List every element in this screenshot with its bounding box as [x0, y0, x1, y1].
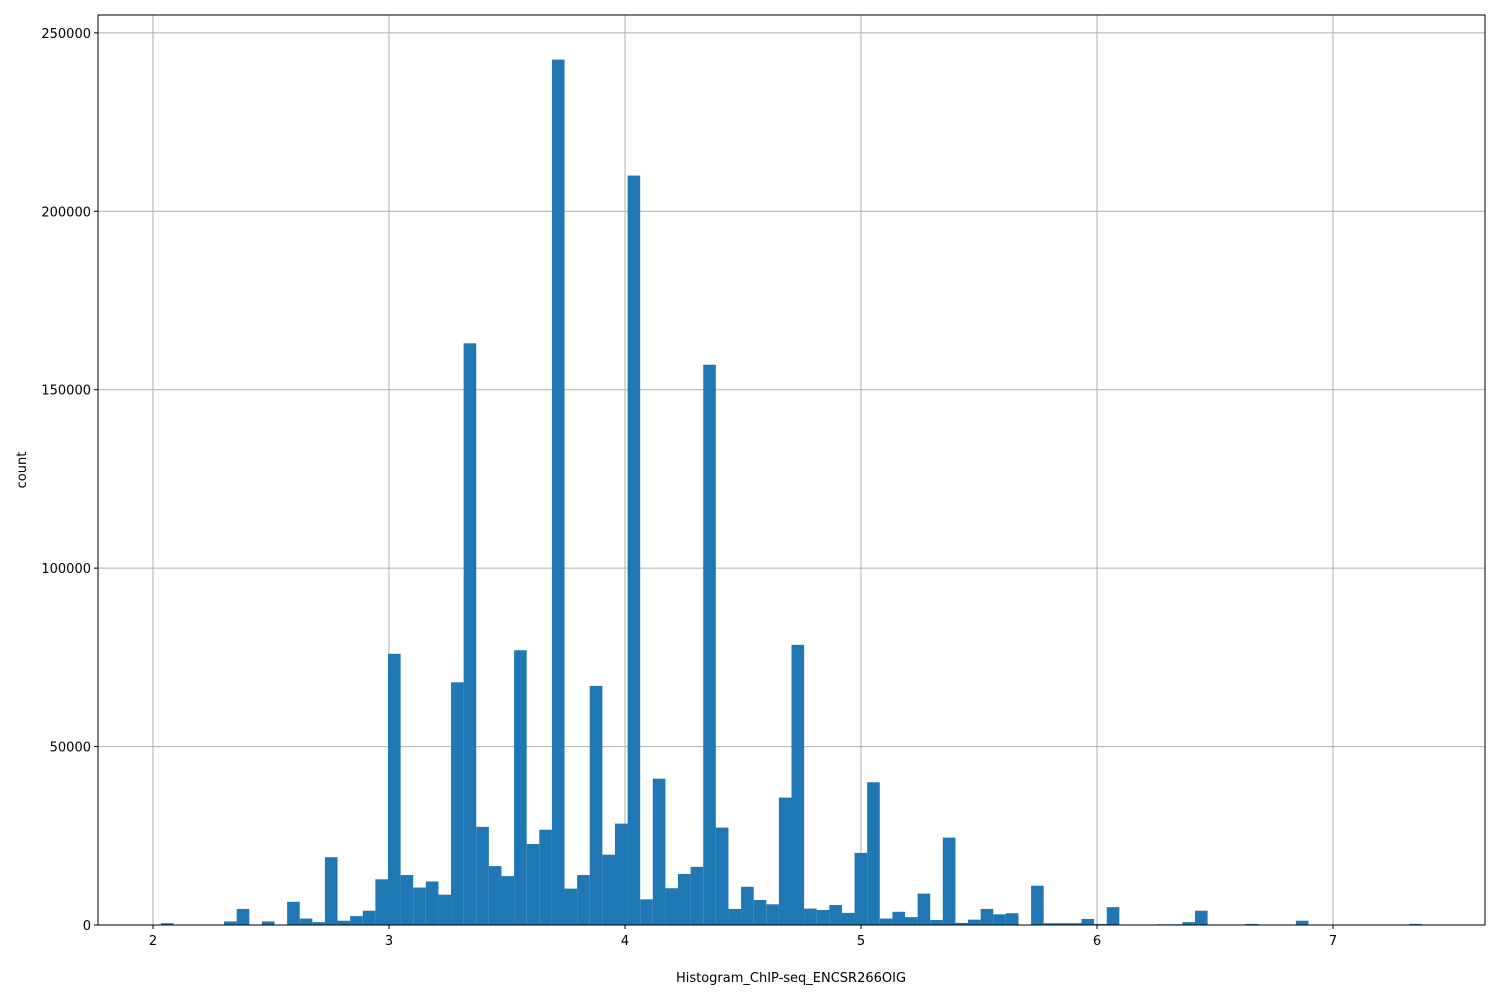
histogram-bar: [1182, 922, 1196, 925]
histogram-bar: [816, 910, 830, 925]
histogram-bar: [1245, 923, 1259, 925]
x-tick-label: 2: [149, 934, 157, 949]
histogram-bar: [892, 911, 905, 925]
histogram-bar: [614, 823, 628, 925]
axes-frame: [97, 14, 1486, 926]
y-tick-label: 50000: [50, 741, 91, 756]
histogram-bar: [350, 916, 363, 925]
histogram-bar: [841, 912, 855, 925]
histogram-bar: [829, 905, 842, 925]
histogram-bar: [955, 922, 969, 925]
histogram-bar: [539, 829, 552, 925]
histogram-bar: [1094, 923, 1107, 925]
y-tick-label: 0: [83, 919, 91, 934]
histogram-bar: [879, 918, 893, 925]
histogram-bar: [1081, 918, 1095, 925]
histogram-bar: [602, 854, 615, 925]
bars: [161, 59, 1422, 926]
histogram-bar: [690, 866, 704, 925]
histogram-bar: [375, 879, 388, 925]
histogram-bar: [413, 887, 426, 925]
histogram-bar: [526, 843, 540, 925]
histogram-bar: [993, 914, 1006, 925]
histogram-bar: [904, 917, 918, 925]
histogram-bar: [980, 908, 994, 925]
histogram-bar: [1031, 885, 1044, 925]
histogram-bar: [1106, 907, 1120, 925]
y-axis-label: count: [15, 452, 30, 489]
histogram-bar: [488, 866, 502, 925]
histogram-bar: [854, 852, 868, 925]
histogram-bar: [741, 886, 754, 925]
histogram-bar: [791, 644, 805, 925]
y-tick-label: 200000: [41, 205, 91, 220]
histogram-bar: [236, 908, 250, 925]
histogram-bar: [362, 910, 376, 925]
histogram-bar: [514, 650, 527, 925]
histogram-bar: [1043, 923, 1057, 925]
histogram-bar: [161, 923, 174, 925]
ticks: 2 3 4 5 6 7 0 50000 100000 150000 200000 250000: [41, 27, 1337, 949]
histogram-bar: [438, 894, 452, 925]
histogram-bar: [1068, 923, 1082, 925]
histogram-bar: [299, 918, 313, 925]
histogram-bar: [425, 881, 439, 925]
histogram-bar: [804, 908, 817, 925]
histogram-bar: [501, 876, 515, 925]
histogram-bar: [778, 797, 792, 925]
histogram-bar: [324, 857, 338, 925]
histogram-bar: [463, 343, 477, 925]
x-tick-label: 4: [621, 934, 629, 949]
histogram-bar: [451, 682, 464, 925]
histogram-bar: [287, 901, 300, 925]
histogram-bar: [728, 908, 742, 925]
histogram-bar: [1056, 923, 1069, 925]
histogram-bar: [678, 873, 691, 925]
histogram-bar: [337, 920, 351, 925]
histogram-bar: [476, 826, 489, 925]
histogram-bar: [589, 685, 603, 925]
histogram-bar: [665, 888, 679, 925]
histogram-bar: [1195, 910, 1208, 925]
histogram-bar: [715, 827, 729, 925]
histogram-bar: [1295, 920, 1309, 925]
histogram-bar: [627, 175, 641, 925]
histogram-bar: [968, 919, 981, 925]
histogram-bar: [766, 904, 779, 925]
histogram-bar: [577, 875, 590, 925]
y-tick-label: 100000: [41, 562, 91, 577]
histogram-bar: [753, 900, 767, 925]
histogram-bar: [942, 837, 956, 925]
histogram-bar: [930, 920, 943, 925]
histogram-bar: [703, 364, 716, 926]
histogram-bar: [1409, 923, 1422, 925]
histogram-bar: [1005, 913, 1019, 925]
x-tick-label: 5: [857, 934, 865, 949]
histogram-bar: [640, 899, 653, 925]
histogram-bar: [312, 922, 325, 925]
x-axis-label: Histogram_ChIP-seq_ENCSR266OIG: [676, 971, 906, 986]
histogram-bar: [224, 921, 237, 925]
histogram-bar: [564, 888, 578, 925]
x-tick-label: 3: [385, 934, 393, 949]
histogram-bar: [261, 921, 275, 925]
histogram-bar: [551, 59, 565, 925]
histogram-bar: [400, 875, 414, 925]
y-tick-label: 150000: [41, 384, 91, 399]
y-tick-label: 250000: [41, 27, 91, 42]
x-tick-label: 7: [1329, 934, 1337, 949]
histogram-bar: [867, 782, 880, 925]
histogram-bar: [917, 893, 931, 925]
histogram-bar: [652, 778, 666, 925]
x-tick-label: 6: [1093, 934, 1101, 949]
histogram-bar: [387, 653, 401, 925]
